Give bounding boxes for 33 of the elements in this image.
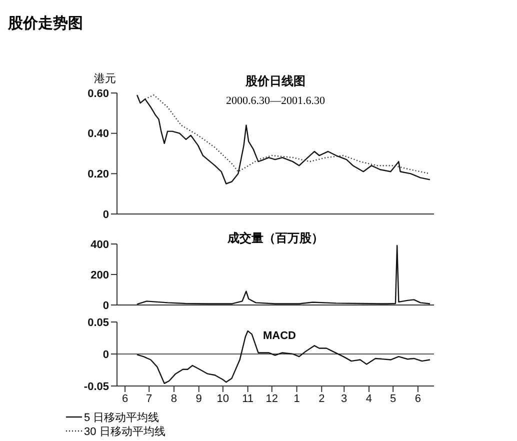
x-tick-label: 2	[318, 392, 325, 405]
y-tick-label: 0.20	[88, 168, 109, 181]
x-tick-label: 6	[122, 392, 128, 405]
y-tick-label: 0.05	[88, 316, 109, 329]
x-tick-label: 9	[196, 392, 202, 405]
x-tick-label: 7	[146, 392, 152, 405]
chart-title: 股价日线图	[244, 73, 306, 90]
x-tick-label: 8	[170, 392, 178, 405]
y-tick-label: 400	[90, 238, 109, 251]
y-axis-title: 港元	[94, 72, 116, 86]
x-tick-label: 6	[414, 392, 422, 405]
y-tick-label: 0	[102, 300, 109, 312]
x-tick-label: 11	[242, 392, 254, 405]
y-tick-label: 0	[102, 208, 109, 221]
legend-label: 5 日移动平均线	[84, 410, 160, 424]
x-tick-label: 4	[366, 392, 372, 405]
text: 股价走势图	[8, 14, 83, 33]
y-tick-label: -0.05	[84, 380, 109, 393]
line-series	[136, 244, 431, 305]
x-tick-label: 5	[390, 392, 396, 405]
line-series	[136, 330, 431, 384]
x-tick-label: 12	[266, 392, 278, 405]
y-tick-label: 0.40	[88, 128, 109, 140]
annotation: MACD	[263, 330, 296, 342]
x-tick-label: 3	[341, 392, 348, 405]
y-tick-label: 0.60	[88, 88, 109, 100]
legend-label: 30 日移动平均线	[84, 424, 166, 438]
x-tick-label: 1	[294, 392, 300, 405]
chart-title: 成交量（百万股）	[226, 230, 324, 247]
y-tick-label: 0	[102, 348, 109, 361]
chart-subtitle: 2000.6.30—2001.6.30	[225, 95, 326, 107]
y-tick-label: 200	[90, 269, 109, 282]
x-tick-label: 10	[216, 392, 230, 405]
